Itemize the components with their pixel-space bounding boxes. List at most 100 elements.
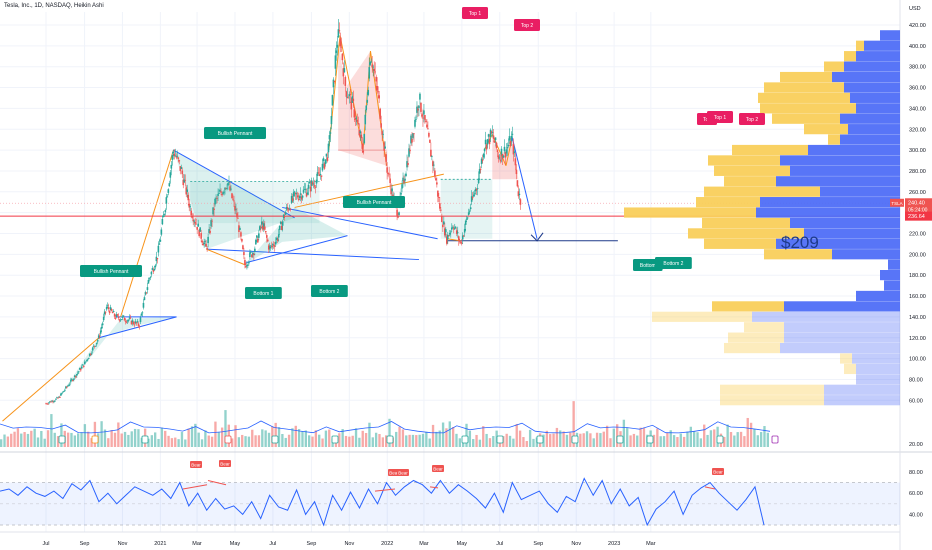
candle-body [73, 378, 75, 380]
profile-bar-blue [784, 322, 900, 333]
candle-body [308, 181, 311, 184]
candle-body [65, 386, 67, 389]
candle-body [321, 163, 324, 171]
triangle-1-upper [173, 149, 295, 219]
candle-body [300, 196, 303, 200]
volume-bar [582, 433, 585, 447]
candle-body [243, 252, 245, 255]
label-bottom_2b-bg [655, 257, 692, 269]
candle-body [496, 150, 499, 153]
candle-body [136, 321, 139, 323]
candle-body [347, 97, 350, 99]
volume-bar [555, 427, 559, 447]
candle-body [47, 403, 49, 405]
candle-body [173, 153, 176, 157]
candle-body [98, 336, 101, 337]
triangle-1-pole [120, 149, 174, 318]
volume-bar [23, 432, 26, 447]
candle-body [292, 192, 295, 197]
candle-body [430, 149, 432, 157]
candle-body [482, 153, 485, 158]
candle-body [297, 198, 300, 201]
candle-body [68, 385, 70, 387]
profile-bar-blue [784, 301, 900, 312]
candle-body [478, 169, 481, 174]
candle-body [409, 149, 411, 152]
rsi-divergence [429, 486, 439, 489]
profile-bar-blue [808, 144, 900, 156]
candle-body [341, 53, 344, 61]
candle-body [56, 397, 58, 399]
candle-body [203, 242, 205, 244]
triangle-1-lower [206, 248, 419, 261]
profile-bar-yellow [856, 40, 864, 51]
candles[interactable] [45, 19, 522, 405]
candle-body [406, 161, 408, 168]
candle-body [512, 144, 515, 155]
candle-body [75, 376, 77, 378]
candle-body [299, 193, 302, 195]
volume-bar [405, 435, 408, 447]
candle-body [480, 158, 483, 165]
candle-body [156, 257, 159, 260]
event-badge [461, 435, 469, 444]
candle-body [450, 227, 453, 230]
candle-body [455, 230, 458, 234]
profile-bar-blue [844, 82, 900, 93]
volume-bar [682, 436, 686, 447]
volume-bar [287, 434, 291, 447]
candle-body [460, 242, 463, 244]
candle-body [377, 91, 379, 93]
candle-body [379, 108, 381, 119]
candle-body [49, 401, 51, 403]
candle-body [179, 166, 182, 171]
profile-bar-yellow [704, 238, 776, 249]
candle-body [366, 99, 369, 103]
profile-bar-yellow [714, 165, 790, 176]
candle-body [154, 265, 157, 268]
candle-body [503, 146, 506, 152]
volume-bar [689, 426, 692, 447]
profile-bar-yellow [840, 353, 852, 364]
event-badge [646, 435, 654, 444]
volume-bar [87, 431, 90, 447]
volume-bar [90, 438, 93, 447]
volume-bar [753, 428, 756, 447]
candle-body [53, 401, 55, 403]
volume-bar [482, 426, 485, 447]
candle-body [477, 178, 480, 184]
rsi-divergence [704, 486, 716, 490]
candle-body [124, 321, 127, 322]
candle-body [501, 154, 504, 160]
candle-body [178, 160, 181, 162]
volume-bar [117, 422, 120, 447]
profile-bar-blue [790, 165, 900, 176]
candle-body [380, 123, 382, 128]
profile-bar-yellow [764, 249, 832, 260]
candle-body [103, 311, 106, 315]
time-tick: Mar [646, 541, 656, 547]
volume-bar [609, 438, 612, 447]
candle-body [134, 321, 137, 324]
volume-bar [592, 438, 595, 447]
candle-body [171, 154, 174, 160]
profile-bar-blue [850, 92, 900, 103]
profile-bar-blue [844, 61, 900, 72]
label-top_2: Top 2 [521, 23, 533, 29]
profile-bar-blue [824, 395, 900, 406]
price-tick: 200.00 [909, 252, 926, 258]
candle-body [213, 208, 215, 210]
volume-bar [324, 430, 328, 447]
candle-body [63, 391, 65, 392]
volume-bar [706, 434, 709, 447]
candle-body [421, 114, 423, 117]
event-badge [141, 435, 149, 444]
pennant-2-lower [246, 235, 348, 264]
candle-body [295, 193, 298, 195]
label-top_1-bg [462, 7, 488, 19]
volume-bar [639, 427, 642, 447]
volume-bar [204, 430, 207, 447]
candle-body [112, 311, 115, 313]
candle-body [309, 186, 312, 192]
